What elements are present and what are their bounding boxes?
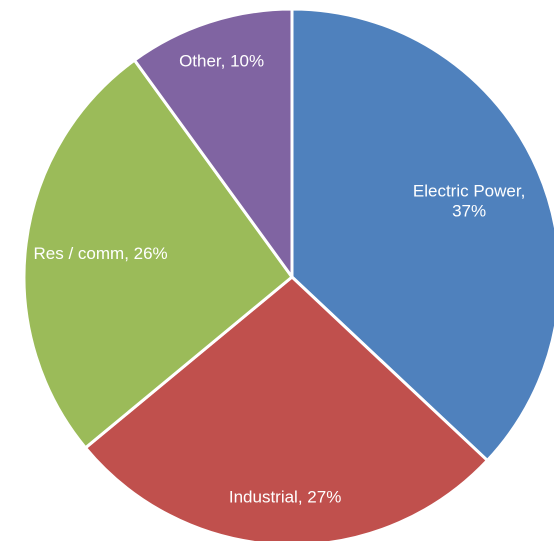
data-label-line: Electric Power, — [413, 181, 525, 200]
data-label-line: Other, 10% — [179, 51, 264, 70]
data-label-other: Other, 10% — [179, 51, 264, 70]
data-label-res-comm: Res / comm, 26% — [34, 244, 168, 263]
data-label-line: Res / comm, 26% — [34, 244, 168, 263]
pie-slices — [24, 9, 554, 541]
data-label-industrial: Industrial, 27% — [229, 488, 341, 507]
data-label-line: Industrial, 27% — [229, 488, 341, 507]
data-label-line: 37% — [452, 201, 486, 220]
